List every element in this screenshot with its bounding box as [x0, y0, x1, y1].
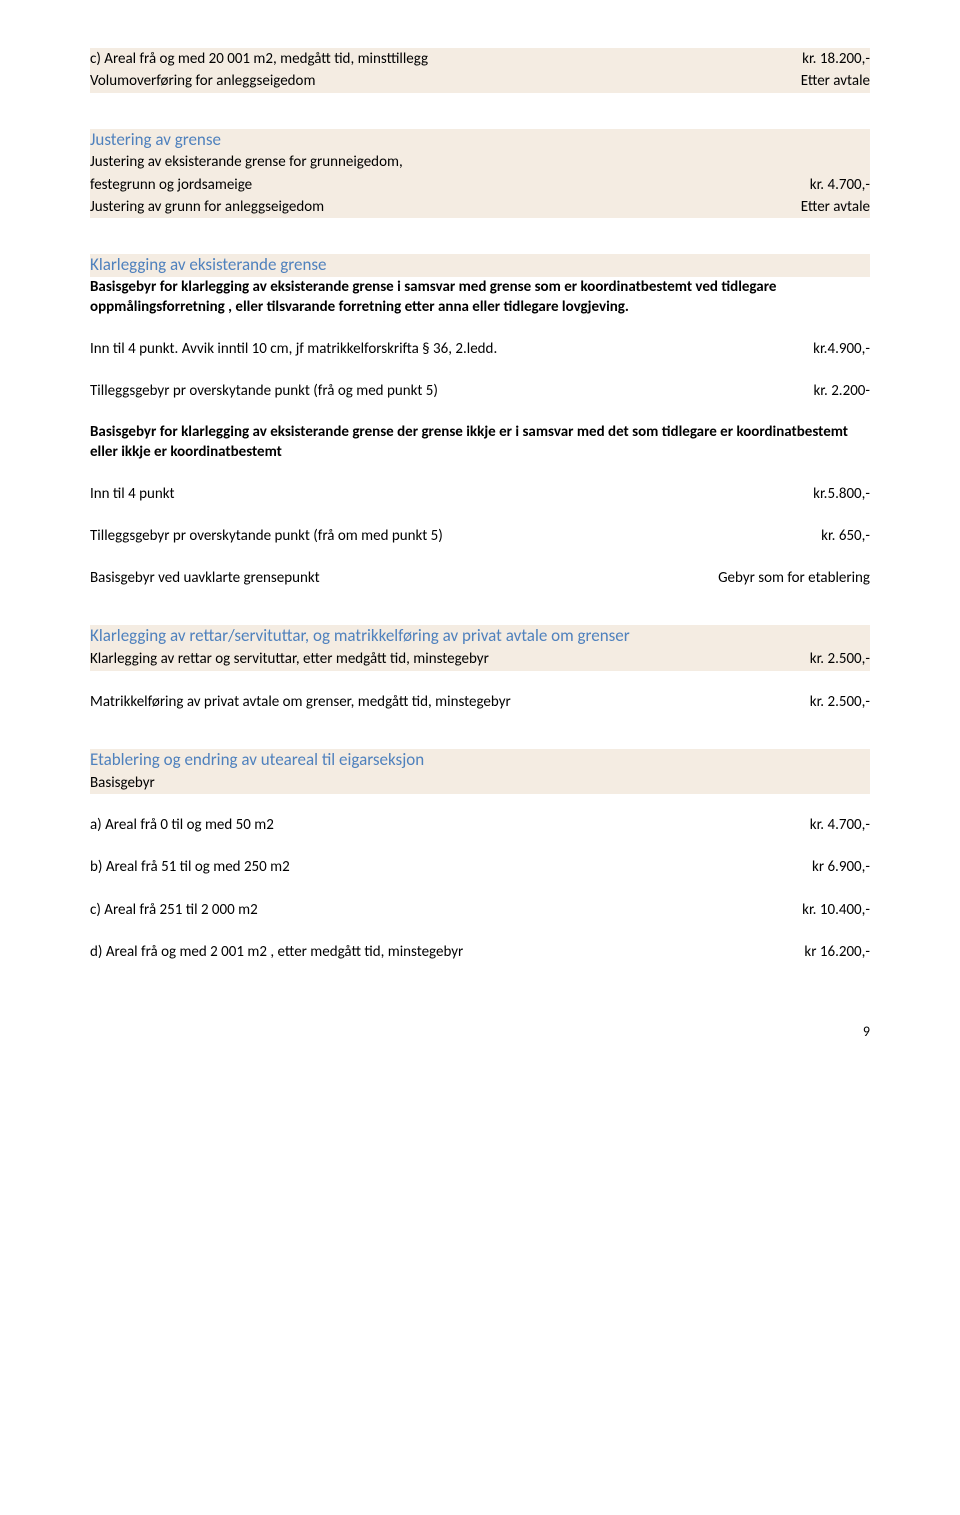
row-tillegg-1: Tilleggsgebyr pr overskytande punkt (frå…	[90, 380, 870, 402]
label: Matrikkelføring av privat avtale om gren…	[90, 692, 810, 712]
label: c) Areal frå og med 20 001 m2, medgått t…	[90, 49, 802, 69]
row-klarlegging-rettar: Klarlegging av rettar og servituttar, et…	[90, 648, 870, 670]
section-volumoverforing: c) Areal frå og med 20 001 m2, medgått t…	[90, 48, 870, 93]
row-inn-4-punkt-1: Inn til 4 punkt. Avvik inntil 10 cm, jf …	[90, 338, 870, 360]
label: Basisgebyr	[90, 773, 870, 793]
label: festegrunn og jordsameige	[90, 175, 810, 195]
value: kr 16.200,-	[804, 942, 870, 962]
section-title: Justering av grense	[90, 129, 870, 152]
label: d) Areal frå og med 2 001 m2 , etter med…	[90, 942, 804, 962]
label: Justering av grunn for anleggseigedom	[90, 197, 801, 217]
section-title: Klarlegging av rettar/servituttar, og ma…	[90, 625, 870, 648]
value: kr. 2.500,-	[810, 649, 870, 669]
row-tillegg-2: Tilleggsgebyr pr overskytande punkt (frå…	[90, 525, 870, 547]
row-justering-1: Justering av eksisterande grense for gru…	[90, 151, 870, 173]
value: Etter avtale	[801, 71, 870, 91]
value: kr. 2.500,-	[810, 692, 870, 712]
label: c) Areal frå 251 til 2 000 m2	[90, 900, 802, 920]
value: kr.4.900,-	[813, 339, 870, 359]
section-title: Etablering og endring av uteareal til ei…	[90, 749, 870, 772]
value: Gebyr som for etablering	[718, 568, 870, 588]
row-basisgebyr-label: Basisgebyr	[90, 772, 870, 794]
row-justering-3: Justering av grunn for anleggseigedom Et…	[90, 196, 870, 218]
label: Inn til 4 punkt	[90, 484, 813, 504]
label: Tilleggsgebyr pr overskytande punkt (frå…	[90, 526, 821, 546]
label: Inn til 4 punkt. Avvik inntil 10 cm, jf …	[90, 339, 813, 359]
label: Klarlegging av rettar og servituttar, et…	[90, 649, 810, 669]
row-volumoverforing: Volumoverføring for anleggseigedom Etter…	[90, 70, 870, 92]
label: Tilleggsgebyr pr overskytande punkt (frå…	[90, 381, 813, 401]
row-areal-c2: c) Areal frå 251 til 2 000 m2 kr. 10.400…	[90, 899, 870, 921]
value: kr. 10.400,-	[802, 900, 870, 920]
label: Volumoverføring for anleggseigedom	[90, 71, 801, 91]
value: kr. 650,-	[821, 526, 870, 546]
value: kr. 4.700,-	[810, 815, 870, 835]
row-areal-c: c) Areal frå og med 20 001 m2, medgått t…	[90, 48, 870, 70]
row-matrikkelforing: Matrikkelføring av privat avtale om gren…	[90, 691, 870, 713]
value: Etter avtale	[801, 197, 870, 217]
section-title: Klarlegging av eksisterande grense	[90, 254, 870, 277]
value: kr. 18.200,-	[802, 49, 870, 69]
value: kr. 4.700,-	[810, 175, 870, 195]
section-klarlegging-rettar: Klarlegging av rettar/servituttar, og ma…	[90, 625, 870, 712]
label: b) Areal frå 51 til og med 250 m2	[90, 857, 812, 877]
value: kr 6.900,-	[812, 857, 870, 877]
row-basis-uavklarte: Basisgebyr ved uavklarte grensepunkt Geb…	[90, 567, 870, 589]
paragraph-basisgebyr-1: Basisgebyr for klarlegging av eksisteran…	[90, 277, 870, 318]
section-klarlegging-grense: Klarlegging av eksisterande grense Basis…	[90, 254, 870, 589]
value: kr. 2.200-	[813, 381, 870, 401]
section-justering-grense: Justering av grense Justering av eksiste…	[90, 129, 870, 219]
row-inn-4-punkt-2: Inn til 4 punkt kr.5.800,-	[90, 483, 870, 505]
label: Justering av eksisterande grense for gru…	[90, 152, 870, 172]
row-areal-d: d) Areal frå og med 2 001 m2 , etter med…	[90, 941, 870, 963]
label: a) Areal frå 0 til og med 50 m2	[90, 815, 810, 835]
row-areal-b: b) Areal frå 51 til og med 250 m2 kr 6.9…	[90, 856, 870, 878]
page-number: 9	[90, 1023, 870, 1042]
paragraph-basisgebyr-2: Basisgebyr for klarlegging av eksisteran…	[90, 422, 870, 463]
row-areal-a: a) Areal frå 0 til og med 50 m2 kr. 4.70…	[90, 814, 870, 836]
label: Basisgebyr ved uavklarte grensepunkt	[90, 568, 718, 588]
row-justering-2: festegrunn og jordsameige kr. 4.700,-	[90, 174, 870, 196]
section-etablering-endring: Etablering og endring av uteareal til ei…	[90, 749, 870, 963]
value: kr.5.800,-	[813, 484, 870, 504]
